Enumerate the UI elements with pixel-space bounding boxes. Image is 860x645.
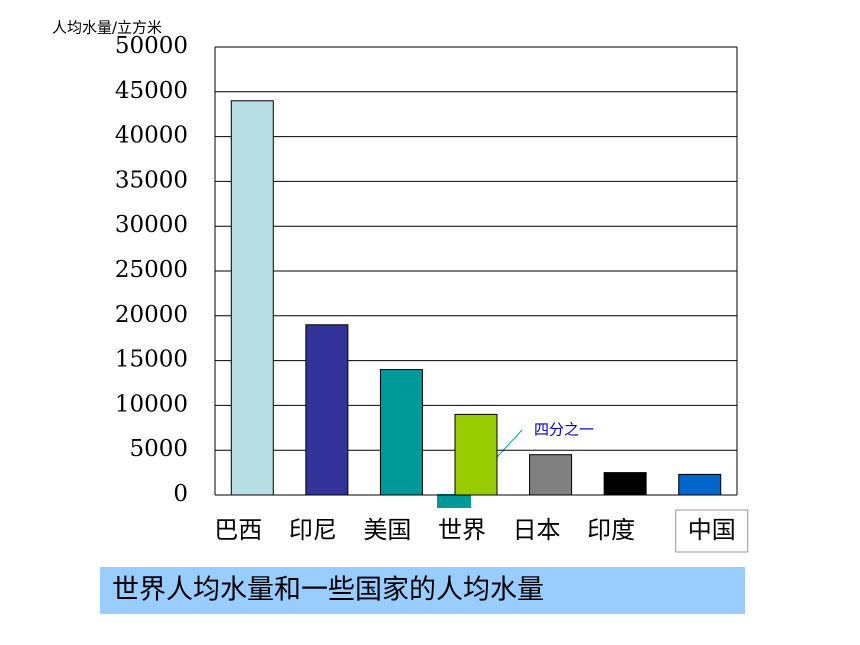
x-tick-label: 日本 <box>513 516 561 544</box>
quarter-marker <box>437 494 471 508</box>
caption: 世界人均水量和一些国家的人均水量 <box>112 575 544 606</box>
x-tick-label: 世界 <box>438 516 486 544</box>
highlight-box <box>675 509 749 553</box>
bar <box>454 413 498 496</box>
y-axis-label: 人均水量/立方米 <box>52 19 162 37</box>
bar <box>305 324 349 496</box>
x-tick-label: 巴西 <box>214 516 262 544</box>
caption-box <box>100 567 745 614</box>
bar <box>230 100 274 496</box>
annotation: 四分之一 <box>534 421 594 439</box>
bar <box>379 369 423 496</box>
y-tick-label: 50000 <box>115 33 188 59</box>
y-tick-label: 10000 <box>115 391 188 417</box>
x-tick-label: 美国 <box>363 516 411 544</box>
x-tick-label: 中国 <box>688 516 736 544</box>
y-tick-label: 5000 <box>129 436 188 462</box>
y-tick-label: 40000 <box>115 123 188 149</box>
x-tick-label: 印尼 <box>289 516 337 544</box>
bar <box>678 473 722 496</box>
y-tick-label: 20000 <box>115 302 188 328</box>
x-tick-label: 印度 <box>587 516 635 544</box>
y-tick-label: 0 <box>173 481 188 507</box>
bar <box>529 454 573 496</box>
y-tick-label: 25000 <box>115 257 188 283</box>
y-tick-label: 45000 <box>115 78 188 104</box>
bar <box>603 472 647 496</box>
y-tick-label: 30000 <box>115 212 188 238</box>
y-tick-label: 15000 <box>115 347 188 373</box>
y-tick-label: 35000 <box>115 167 188 193</box>
